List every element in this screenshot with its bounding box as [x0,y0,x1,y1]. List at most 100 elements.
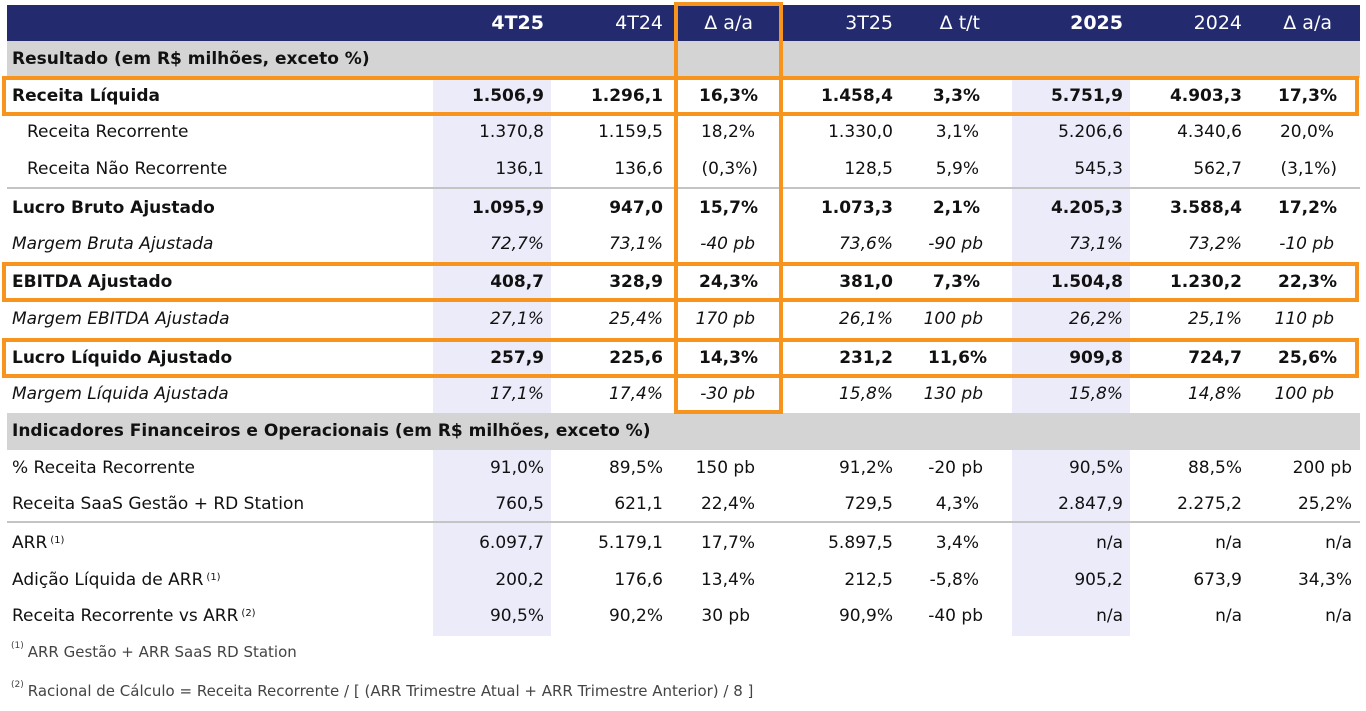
cell: 1.330,0 [828,122,893,142]
cell: 34,3% [1297,570,1352,590]
cell: 381,0 [839,272,893,292]
footnote-text: Racional de Cálculo = Receita Recorrente… [27,682,754,700]
row-label: Margem Líquida Ajustada [12,384,229,404]
cell: 90,5% [1068,458,1123,478]
cell: 621,1 [614,494,663,514]
cell: 909,8 [1069,348,1123,368]
table-row: % Receita Recorrente 91,0% 89,5% 150 pb … [0,450,1366,486]
table-row: ARR (1) 6.097,7 5.179,1 17,7% 5.897,5 3,4… [0,525,1366,561]
cell: 22,4% [700,494,755,514]
cell: 1.458,4 [820,86,893,106]
col-header-2025: 2025 [1070,12,1123,34]
cell: 136,6 [614,159,663,179]
row-label: Receita SaaS Gestão + RD Station [12,494,305,514]
cell: -20 pb [928,458,983,478]
cell: 760,5 [495,494,544,514]
cell: 3,4% [935,533,979,553]
col-header-3t25: 3T25 [845,12,893,34]
cell: 73,6% [838,234,893,254]
section-resultado: Resultado (em R$ milhões, exceto %) [7,41,1360,78]
cell: 17,4% [608,384,663,404]
cell: 176,6 [614,570,663,590]
cell: n/a [1325,606,1352,626]
cell: 257,9 [490,348,544,368]
cell: 170 pb [695,309,755,329]
cell: 15,7% [699,198,758,218]
highlight-box-delta-column [674,2,783,414]
cell: 25,4% [608,309,663,329]
col-shade-4t25 [433,78,551,636]
cell: 4.340,6 [1177,122,1242,142]
footnote-mark: (1) [11,641,24,651]
cell: 73,1% [1068,234,1123,254]
cell: 1.370,8 [479,122,544,142]
cell: 136,1 [495,159,544,179]
footnote-ref: (1) [50,535,65,546]
cell: 17,1% [489,384,544,404]
cell: -40 pb [700,234,755,254]
table-row: Adição Líquida de ARR (1) 200,2 176,6 13,… [0,562,1366,598]
cell: 13,4% [700,570,755,590]
table-row: Margem Líquida Ajustada 17,1% 17,4% -30 … [0,376,1366,412]
cell: n/a [1325,533,1352,553]
table-row: Lucro Líquido Ajustado 257,9 225,6 14,3%… [0,340,1366,376]
cell: -40 pb [928,606,983,626]
cell: -10 pb [1279,234,1334,254]
footnote-1: (1) ARR Gestão + ARR SaaS RD Station [11,641,297,661]
row-label: Margem Bruta Ajustada [12,234,214,254]
table-row: Receita Líquida 1.506,9 1.296,1 16,3% 1.… [0,78,1366,114]
cell: 1.504,8 [1050,272,1123,292]
cell: 90,2% [608,606,663,626]
table-row: Receita Recorrente 1.370,8 1.159,5 18,2%… [0,114,1366,150]
cell: 5.751,9 [1050,86,1123,106]
cell: 17,7% [700,533,755,553]
cell: 4.205,3 [1050,198,1123,218]
cell: 7,3% [932,272,980,292]
cell: 90,5% [489,606,544,626]
cell: 14,8% [1187,384,1242,404]
cell: 724,7 [1188,348,1242,368]
cell: 17,3% [1278,86,1337,106]
cell: 200 pb [1292,458,1352,478]
highlight-box-ebitda [2,262,1359,302]
highlight-box-lucro-liquido [2,338,1359,378]
cell: -5,8% [929,570,979,590]
cell: 20,0% [1279,122,1334,142]
cell: n/a [1215,533,1242,553]
row-label-text: ARR [12,533,48,553]
section-indicadores: Indicadores Financeiros e Operacionais (… [7,413,1360,450]
cell: 3.588,4 [1169,198,1242,218]
table-header [7,5,1360,41]
cell: 212,5 [844,570,893,590]
cell: 562,7 [1193,159,1242,179]
table-row: EBITDA Ajustado 408,7 328,9 24,3% 381,0 … [0,264,1366,300]
footnote-mark: (2) [11,680,24,690]
footnote-ref: (2) [241,608,256,619]
cell: 1.095,9 [471,198,544,218]
col-header-4t25: 4T25 [491,12,544,34]
cell: 1.073,3 [820,198,893,218]
cell: 22,3% [1278,272,1337,292]
cell: 26,1% [838,309,893,329]
cell: 128,5 [844,159,893,179]
cell: 26,2% [1068,309,1123,329]
cell: 91,0% [489,458,544,478]
cell: 24,3% [699,272,758,292]
cell: 17,2% [1278,198,1337,218]
cell: 328,9 [609,272,663,292]
cell: (3,1%) [1280,159,1337,179]
row-label: Receita Não Recorrente [27,159,228,179]
row-label: Adição Líquida de ARR (1) [12,562,221,598]
cell: 225,6 [609,348,663,368]
cell: 1.159,5 [598,122,663,142]
cell: 673,9 [1193,570,1242,590]
col-header-delta-aa-y: Δ a/a [1283,12,1332,34]
col-header-2024: 2024 [1193,12,1242,34]
cell: 89,5% [608,458,663,478]
col-header-delta-aa-q: Δ a/a [704,12,753,34]
cell: -30 pb [700,384,755,404]
cell: 200,2 [495,570,544,590]
cell: 729,5 [844,494,893,514]
footnote-ref: (1) [206,572,221,583]
cell: 25,1% [1187,309,1242,329]
